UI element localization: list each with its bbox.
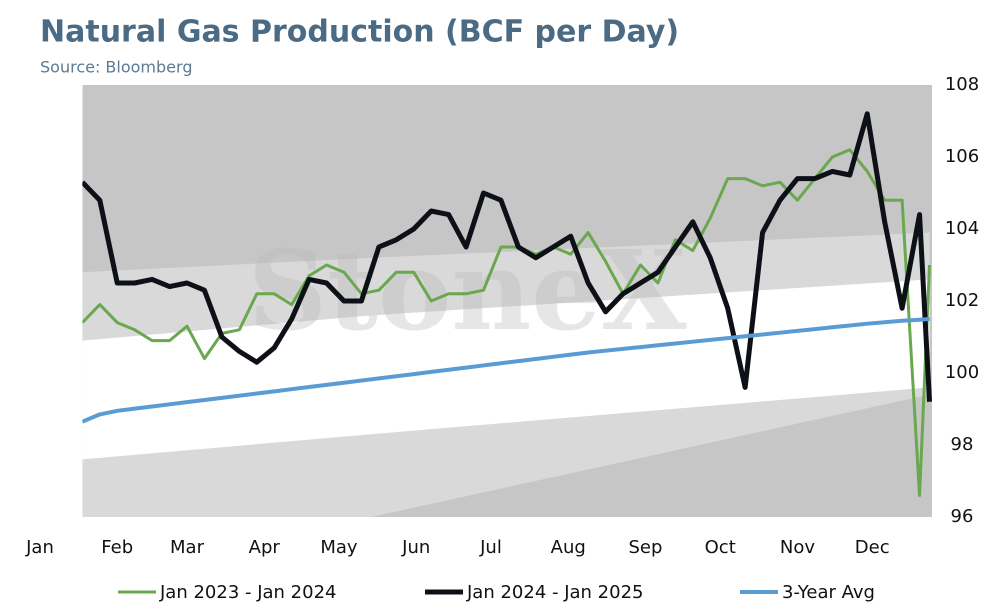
- y-tick-label: 104: [945, 218, 979, 239]
- y-tick-label: 106: [945, 146, 979, 167]
- x-tick-label: Jun: [401, 537, 430, 558]
- y-tick-label: 98: [951, 434, 974, 455]
- x-tick-label: Apr: [249, 537, 281, 558]
- series-line: [82, 317, 930, 424]
- x-tick-label: Oct: [705, 537, 736, 558]
- plot-area: StoneX: [82, 85, 932, 517]
- x-tick-label: Mar: [170, 537, 205, 558]
- y-tick-label: 108: [945, 74, 979, 95]
- legend-label: 3-Year Avg: [782, 582, 875, 603]
- x-tick-label: Sep: [628, 537, 662, 558]
- x-tick-label: Jan: [25, 537, 54, 558]
- x-tick-label: Feb: [101, 537, 133, 558]
- series-line: [82, 111, 932, 402]
- y-tick-label: 96: [951, 506, 974, 527]
- x-tick-label: Jul: [479, 537, 502, 558]
- y-tick-label: 102: [945, 290, 979, 311]
- range-band: [82, 279, 930, 460]
- legend-label: Jan 2024 - Jan 2025: [466, 582, 644, 603]
- x-tick-label: May: [320, 537, 358, 558]
- legend-label: Jan 2023 - Jan 2024: [159, 582, 337, 603]
- x-tick-label: Aug: [551, 537, 586, 558]
- axes: 96 98 100 102 104 106 108 Jan Feb Mar Apr May Jun Jul…: [25, 74, 979, 603]
- x-tick-label: Nov: [780, 537, 815, 558]
- series-line: [82, 148, 932, 497]
- x-tick-label: Dec: [855, 537, 890, 558]
- chart-subtitle: Source: Bloomberg: [40, 58, 192, 77]
- y-tick-label: 100: [945, 362, 979, 383]
- chart-title: Natural Gas Production (BCF per Day): [40, 15, 679, 50]
